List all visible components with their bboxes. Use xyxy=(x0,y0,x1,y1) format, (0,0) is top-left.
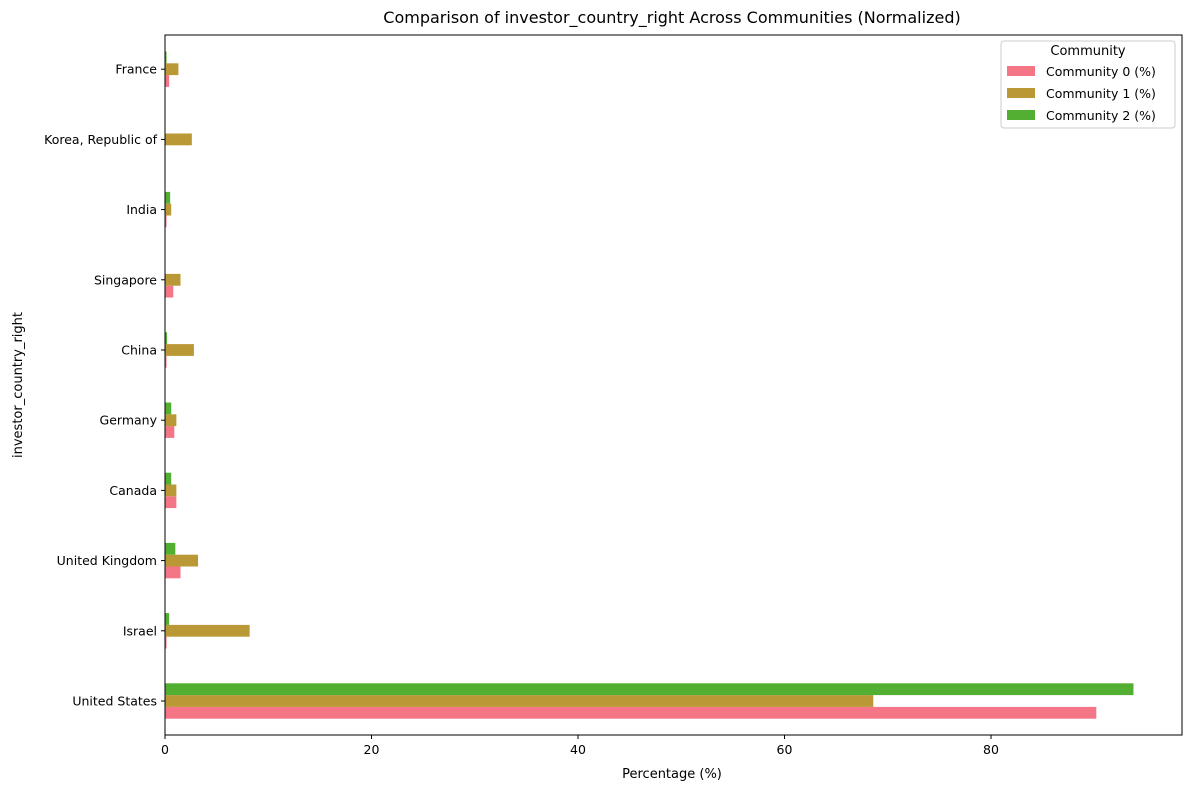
x-tick-label: 20 xyxy=(364,742,380,757)
x-tick-label: 60 xyxy=(777,742,793,757)
x-axis-label: Percentage (%) xyxy=(622,767,722,782)
bar-canada-series-2 xyxy=(165,472,172,485)
bar-korea-republic-of-series-1 xyxy=(165,133,192,146)
bar-germany-series-1 xyxy=(165,414,177,427)
y-tick-label: Israel xyxy=(123,623,157,638)
bar-canada-series-0 xyxy=(165,496,177,509)
legend-frame xyxy=(1000,40,1176,129)
y-tick-label: Germany xyxy=(100,413,158,428)
legend-label-series-1: Community 1 (%) xyxy=(1046,86,1156,101)
legend-label-series-2: Community 2 (%) xyxy=(1046,108,1156,123)
bar-united-states-series-2 xyxy=(165,683,1134,696)
y-tick-label: Canada xyxy=(109,483,157,498)
legend-label-series-0: Community 0 (%) xyxy=(1046,64,1156,79)
y-tick-label: France xyxy=(115,62,157,77)
legend-swatch-series-2 xyxy=(1007,110,1035,120)
bar-united-kingdom-series-2 xyxy=(165,542,176,555)
y-tick-label: Korea, Republic of xyxy=(44,132,157,147)
legend: Community Community 0 (%) Community 1 (%)… xyxy=(1000,40,1176,129)
bar-canada-series-1 xyxy=(165,484,177,497)
y-ticks-group: United States Israel United Kingdom Canada G… xyxy=(44,62,165,709)
bar-singapore-series-1 xyxy=(165,273,181,286)
bar-france-series-0 xyxy=(165,75,170,87)
x-tick-label: 80 xyxy=(983,742,999,757)
x-tick-label: 0 xyxy=(161,742,169,757)
bar-india-series-2 xyxy=(165,191,171,204)
bar-united-kingdom-series-1 xyxy=(165,554,199,567)
plot-frame xyxy=(164,34,1183,736)
x-tick-label: 40 xyxy=(570,742,586,757)
bars-group xyxy=(165,51,1134,719)
legend-swatch-series-0 xyxy=(1007,66,1035,76)
bar-israel-series-2 xyxy=(165,613,170,625)
bar-france-series-2 xyxy=(165,51,167,64)
chart-title: Comparison of investor_country_right Acr… xyxy=(383,8,960,28)
bar-united-states-series-1 xyxy=(165,695,874,707)
x-ticks-group: 0 20 40 60 80 xyxy=(161,735,999,757)
y-tick-label: Singapore xyxy=(94,272,157,287)
bar-united-kingdom-series-0 xyxy=(165,566,181,579)
bar-china-series-1 xyxy=(165,344,194,356)
bar-united-states-series-0 xyxy=(165,706,1097,719)
y-tick-label: India xyxy=(126,202,157,217)
bar-singapore-series-0 xyxy=(165,285,174,298)
bar-israel-series-1 xyxy=(165,624,250,637)
y-axis-label: investor_country_right xyxy=(11,312,26,458)
bar-germany-series-0 xyxy=(165,426,175,438)
y-tick-label: United Kingdom xyxy=(57,553,157,568)
legend-title: Community xyxy=(1050,44,1126,59)
legend-items: Community 0 (%) Community 1 (%) Community … xyxy=(1007,64,1156,123)
bar-china-series-2 xyxy=(165,332,168,345)
y-tick-label: United States xyxy=(72,694,157,709)
legend-swatch-series-1 xyxy=(1007,88,1035,98)
bar-france-series-1 xyxy=(165,63,179,76)
bar-india-series-0 xyxy=(165,215,167,228)
bar-germany-series-2 xyxy=(165,402,172,415)
bar-india-series-1 xyxy=(165,203,172,216)
y-tick-label: China xyxy=(121,343,157,358)
bar-israel-series-0 xyxy=(165,636,167,649)
bar-china-series-0 xyxy=(165,355,167,368)
